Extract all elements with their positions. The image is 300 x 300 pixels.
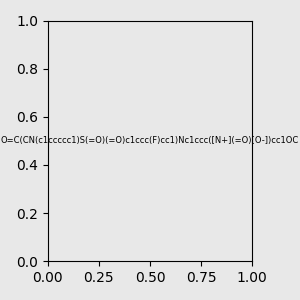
Text: O=C(CN(c1ccccc1)S(=O)(=O)c1ccc(F)cc1)Nc1ccc([N+](=O)[O-])cc1OC: O=C(CN(c1ccccc1)S(=O)(=O)c1ccc(F)cc1)Nc1…	[1, 136, 299, 146]
